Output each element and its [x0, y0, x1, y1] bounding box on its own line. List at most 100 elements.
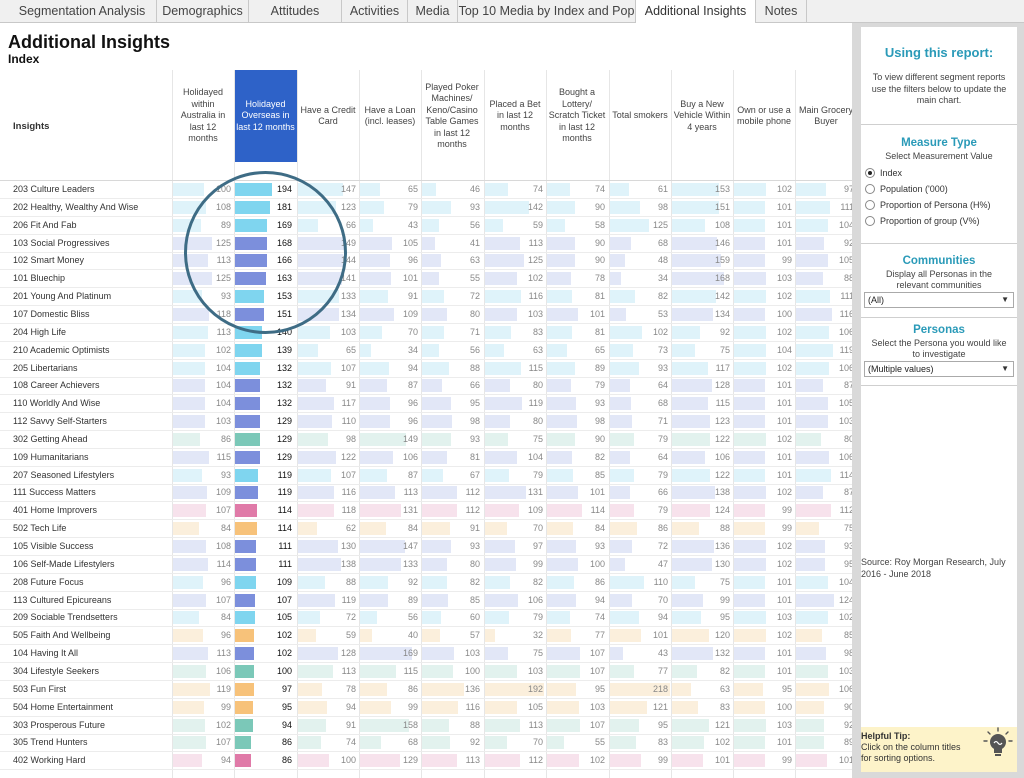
- column-header-buy-a-new-vehicle-within-4-years[interactable]: Buy a New Vehicle Within 4 years: [673, 98, 731, 132]
- value-bar: [485, 700, 518, 714]
- table-row[interactable]: 108 Career Achievers 104 132 91 87 66 80 79 64 12…: [0, 377, 852, 396]
- radio-icon[interactable]: [865, 184, 875, 194]
- tab-attitudes[interactable]: Attitudes: [249, 0, 342, 23]
- tab-notes[interactable]: Notes: [756, 0, 807, 23]
- value-label: 61: [657, 184, 668, 194]
- table-row[interactable]: 502 Tech Life 84 114 62 84 91 70 84 86 88 99 75: [0, 520, 852, 539]
- table-row[interactable]: 105 Visible Success 108 111 130 147 93 97 93 72 1…: [0, 538, 852, 556]
- personas-dropdown[interactable]: (Multiple values) ▼: [864, 361, 1014, 377]
- table-row[interactable]: 110 Worldly And Wise 104 132 117 96 95 119 93 68…: [0, 395, 852, 414]
- table-row[interactable]: 201 Young And Platinum 93 153 133 91 72 116 81 8…: [0, 288, 852, 307]
- table-row[interactable]: 303 Prosperous Future 102 94 91 158 88 113 107 9…: [0, 717, 852, 735]
- column-header-main-grocery-buyer[interactable]: Main Grocery Buyer: [798, 104, 852, 127]
- value-bar: [235, 432, 260, 446]
- table-row[interactable]: 402 Working Hard 94 86 100 129 113 112 102 99 101…: [0, 752, 852, 771]
- column-header-played-poker-machines-keno-casino-table-[interactable]: Played Poker Machines/ Keno/Casino Table…: [425, 81, 479, 150]
- value-label: 111: [278, 558, 292, 569]
- value-label: 102: [652, 326, 668, 337]
- table-row[interactable]: 304 Lifestyle Seekers 106 100 113 115 100 103 1…: [0, 663, 852, 681]
- column-header-have-a-loan-incl-leases[interactable]: Have a Loan (incl. leases): [364, 104, 416, 127]
- table-row[interactable]: 209 Sociable Trendsetters 84 105 72 56 60 79 74…: [0, 609, 852, 628]
- table-row[interactable]: 207 Seasoned Lifestylers 93 119 107 87 67 79 85…: [0, 467, 852, 485]
- measure-option-population-000[interactable]: Population ('000): [865, 182, 948, 196]
- value-bar: [734, 307, 765, 321]
- value-label: 158: [402, 719, 418, 730]
- tab-top-10-media-by-index-and-pop[interactable]: Top 10 Media by Index and Pop: [458, 0, 636, 23]
- table-row[interactable]: 101 Bluechip 125 163 141 101 55 102 78 34 168 103 8…: [0, 270, 852, 289]
- row-label: 113 Cultured Epicureans: [13, 594, 112, 605]
- radio-icon[interactable]: [865, 168, 875, 178]
- value-bar: [485, 361, 521, 375]
- insights-column-header[interactable]: Insights: [13, 121, 50, 132]
- table-row[interactable]: 106 Self-Made Lifestylers 114 111 138 133 80 9…: [0, 556, 852, 574]
- table-row[interactable]: 302 Getting Ahead 86 129 98 149 93 75 90 79 122 10…: [0, 431, 852, 449]
- page-title: Additional Insights: [8, 32, 170, 52]
- table-row[interactable]: 112 Savvy Self-Starters 103 129 110 96 98 80 98…: [0, 413, 852, 432]
- value-label: 123: [714, 416, 730, 427]
- column-header-bought-a-lottery-scratch-ticket-in-last-[interactable]: Bought a Lottery/ Scratch Ticket in last…: [548, 87, 606, 144]
- table-row[interactable]: 305 Trend Hunters 107 86 74 68 92 70 55 83 102 101…: [0, 734, 852, 753]
- table-row[interactable]: 208 Future Focus 96 109 88 92 82 82 86 110 75 101 1…: [0, 574, 852, 592]
- table-row[interactable]: 109 Humanitarians 115 129 122 106 81 104 82 64 10…: [0, 449, 852, 467]
- value-cell: 67: [422, 468, 482, 482]
- value-cell: 101: [796, 754, 852, 768]
- table-row[interactable]: 210 Academic Optimists 102 139 65 34 56 63 65 73…: [0, 342, 852, 360]
- table-row[interactable]: 401 Home Improvers 107 114 118 131 112 109 114 7…: [0, 502, 852, 521]
- table-row[interactable]: 104 Having It All 113 102 128 169 103 75 107 43 1…: [0, 645, 852, 664]
- tab-additional-insights[interactable]: Additional Insights: [636, 0, 756, 24]
- value-cell: 93: [547, 397, 607, 411]
- table-row[interactable]: 111 Success Matters 109 119 116 113 112 131 101…: [0, 484, 852, 503]
- value-cell: 70: [485, 736, 545, 750]
- value-cell: 122: [672, 432, 732, 446]
- table-row[interactable]: 504 Home Entertainment 99 95 94 99 116 105 103 1…: [0, 699, 852, 717]
- value-cell: 95: [610, 718, 670, 732]
- table-row[interactable]: 203 Culture Leaders 100 194 147 65 46 74 74 61 15…: [0, 181, 852, 199]
- value-cell: 79: [610, 468, 670, 482]
- tab-demographics[interactable]: Demographics: [157, 0, 249, 23]
- value-bar: [485, 468, 510, 482]
- column-header-holidayed-overseas-in-last-12-months[interactable]: Holidayed Overseas in last 12 months: [234, 70, 297, 162]
- table-row[interactable]: 204 High Life 113 140 103 70 71 83 81 102 92 102 10…: [0, 324, 852, 342]
- value-bar: [672, 629, 710, 643]
- measure-option-proportion-of-group-v[interactable]: Proportion of group (V%): [865, 214, 980, 228]
- column-header-holidayed-within-australia-in-last-12-mo[interactable]: Holidayed within Australia in last 12 mo…: [180, 87, 226, 144]
- column-header-placed-a-bet-in-last-12-months[interactable]: Placed a Bet in last 12 months: [489, 98, 541, 132]
- panel-divider: [861, 385, 1017, 386]
- measure-type-title: Measure Type: [901, 137, 977, 149]
- value-cell: 110: [610, 575, 670, 589]
- column-header-total-smokers[interactable]: Total smokers: [612, 110, 668, 121]
- table-row[interactable]: 113 Cultured Epicureans 107 107 119 89 85 106 9…: [0, 592, 852, 610]
- column-header-have-a-credit-card[interactable]: Have a Credit Card: [300, 104, 356, 127]
- measure-option-index[interactable]: Index: [865, 166, 902, 180]
- radio-icon[interactable]: [865, 200, 875, 210]
- value-bar: [485, 272, 517, 286]
- table-row[interactable]: 107 Domestic Bliss 118 151 134 109 80 103 101 53…: [0, 306, 852, 324]
- tab-segmentation-analysis[interactable]: Segmentation Analysis: [8, 0, 157, 23]
- page-subtitle: Index: [8, 52, 40, 66]
- tab-activities[interactable]: Activities: [342, 0, 408, 23]
- value-bar: [235, 611, 256, 625]
- measure-option-proportion-of-persona-h[interactable]: Proportion of Persona (H%): [865, 198, 991, 212]
- table-row[interactable]: 205 Libertarians 104 132 107 94 88 115 89 93 117 1…: [0, 360, 852, 378]
- value-cell: 101: [547, 486, 607, 500]
- value-cell: 102: [235, 647, 296, 661]
- tab-media[interactable]: Media: [408, 0, 458, 23]
- table-row[interactable]: 206 Fit And Fab 89 169 66 43 56 59 58 125 108 101 1…: [0, 217, 852, 235]
- table-row[interactable]: 503 Fun First 119 97 78 86 136 192 95 218 63 95 106: [0, 681, 852, 699]
- value-bar: [734, 522, 765, 536]
- radio-icon[interactable]: [865, 216, 875, 226]
- value-label: 86: [220, 433, 231, 444]
- value-bar: [547, 593, 577, 607]
- table-row[interactable]: 102 Smart Money 113 166 144 96 63 125 90 48 159 99…: [0, 252, 852, 271]
- value-bar: [298, 468, 332, 482]
- value-label: 94: [345, 701, 356, 712]
- table-row[interactable]: 505 Faith And Wellbeing 96 102 59 40 57 32 77 10…: [0, 627, 852, 646]
- table-row[interactable]: 103 Social Progressives 125 168 149 105 41 113…: [0, 235, 852, 253]
- communities-dropdown[interactable]: (All) ▼: [864, 292, 1014, 308]
- column-header-own-or-use-a-mobile-phone[interactable]: Own or use a mobile phone: [736, 104, 792, 127]
- table-row[interactable]: 202 Healthy, Wealthy And Wise 108 181 123 79…: [0, 199, 852, 217]
- value-bar: [547, 218, 565, 232]
- value-label: 121: [652, 701, 668, 712]
- value-cell: 92: [360, 575, 420, 589]
- value-cell: 129: [235, 432, 296, 446]
